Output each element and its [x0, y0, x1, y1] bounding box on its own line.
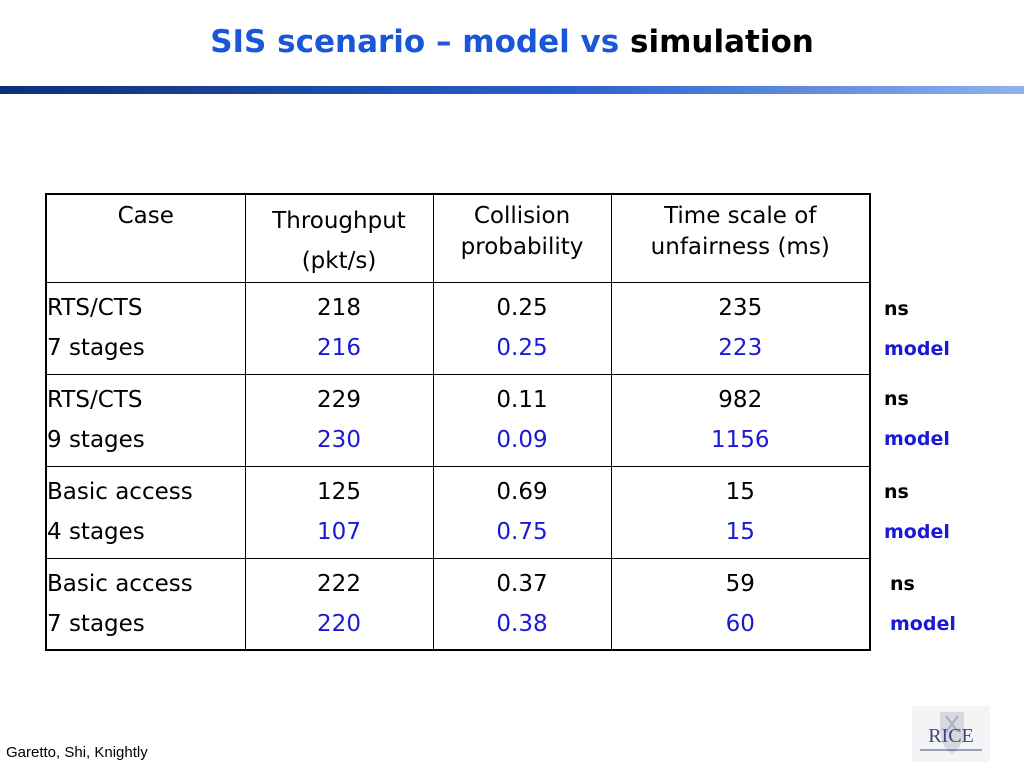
header-timescale-line2: unfairness (ms) [650, 234, 830, 260]
throughput-cell: 218 216 [244, 281, 434, 375]
case-stages: 4 stages [47, 518, 145, 545]
rice-university-shield-icon: RICE [912, 706, 990, 762]
case-stages: 7 stages [47, 334, 145, 361]
case-stages: 7 stages [47, 610, 145, 637]
throughput-ns-value: 125 [317, 478, 361, 505]
timescale-model-value: 1156 [710, 426, 770, 453]
header-collision-line1: Collision [473, 203, 571, 229]
header-case-label: Case [117, 203, 174, 229]
throughput-model-value: 107 [317, 518, 361, 545]
timescale-ns-value: 235 [718, 294, 763, 321]
collision-ns-value: 0.69 [496, 478, 548, 505]
collision-model-value: 0.09 [496, 426, 548, 453]
table-header-row: Case Throughput (pkt/s) Collision probabil… [45, 193, 871, 283]
header-timescale-line1: Time scale of [664, 203, 817, 229]
legend-ns-label: ns [884, 298, 909, 320]
header-case: Case [45, 193, 246, 283]
header-timescale: Time scale of unfairness (ms) [610, 193, 871, 283]
results-table: Case Throughput (pkt/s) Collision probabil… [45, 193, 871, 651]
timescale-cell: 235 223 [610, 281, 871, 375]
legend-model-label: model [884, 521, 950, 543]
row-legend: ns model [884, 379, 950, 459]
slide-title: SIS scenario – model vs simulation [0, 24, 1024, 60]
case-cell: RTS/CTS 9 stages [45, 373, 246, 467]
case-protocol: Basic access [47, 478, 193, 505]
case-cell: Basic access 4 stages [45, 465, 246, 559]
throughput-ns-value: 229 [317, 386, 361, 413]
title-divider [0, 86, 1024, 94]
header-collision-line2: probability [460, 234, 584, 260]
timescale-model-value: 223 [718, 334, 763, 361]
header-throughput-line1: Throughput [272, 208, 406, 234]
timescale-ns-value: 59 [725, 570, 755, 597]
title-blue-part: SIS scenario – model vs [210, 24, 620, 60]
timescale-cell: 15 15 [610, 465, 871, 559]
collision-model-value: 0.25 [496, 334, 548, 361]
legend-ns-label: ns [884, 388, 909, 410]
timescale-ns-value: 15 [725, 478, 755, 505]
throughput-model-value: 230 [317, 426, 361, 453]
case-protocol: RTS/CTS [47, 294, 143, 321]
timescale-cell: 982 1156 [610, 373, 871, 467]
case-cell: RTS/CTS 7 stages [45, 281, 246, 375]
collision-cell: 0.37 0.38 [432, 557, 612, 651]
table-row: Basic access 7 stages 222 220 0.37 0.38 59 6… [45, 557, 871, 651]
throughput-cell: 125 107 [244, 465, 434, 559]
row-legend: ns model [884, 289, 950, 369]
header-throughput: Throughput (pkt/s) [244, 193, 434, 283]
collision-ns-value: 0.11 [496, 386, 548, 413]
timescale-cell: 59 60 [610, 557, 871, 651]
timescale-model-value: 15 [725, 518, 755, 545]
legend-ns-label: ns [890, 573, 915, 595]
table-row: RTS/CTS 7 stages 218 216 0.25 0.25 235 223 [45, 281, 871, 375]
throughput-ns-value: 218 [317, 294, 361, 321]
collision-model-value: 0.75 [496, 518, 548, 545]
throughput-cell: 222 220 [244, 557, 434, 651]
case-stages: 9 stages [47, 426, 145, 453]
timescale-ns-value: 982 [718, 386, 763, 413]
case-protocol: RTS/CTS [47, 386, 143, 413]
case-cell: Basic access 7 stages [45, 557, 246, 651]
legend-model-label: model [890, 613, 956, 635]
legend-model-label: model [884, 338, 950, 360]
legend-ns-label: ns [884, 481, 909, 503]
row-legend: ns model [890, 564, 956, 644]
collision-cell: 0.11 0.09 [432, 373, 612, 467]
collision-cell: 0.69 0.75 [432, 465, 612, 559]
footer-authors: Garetto, Shi, Knightly [6, 744, 148, 761]
header-throughput-line2: (pkt/s) [301, 248, 377, 274]
throughput-model-value: 220 [317, 610, 361, 637]
collision-ns-value: 0.37 [496, 570, 548, 597]
collision-ns-value: 0.25 [496, 294, 548, 321]
row-legend: ns model [884, 472, 950, 552]
table-row: RTS/CTS 9 stages 229 230 0.11 0.09 982 1156 [45, 373, 871, 467]
case-protocol: Basic access [47, 570, 193, 597]
title-black-part: simulation [630, 24, 814, 60]
timescale-model-value: 60 [725, 610, 755, 637]
collision-model-value: 0.38 [496, 610, 548, 637]
table-row: Basic access 4 stages 125 107 0.69 0.75 15 1… [45, 465, 871, 559]
throughput-ns-value: 222 [317, 570, 361, 597]
legend-model-label: model [884, 428, 950, 450]
collision-cell: 0.25 0.25 [432, 281, 612, 375]
header-collision: Collision probability [432, 193, 612, 283]
throughput-cell: 229 230 [244, 373, 434, 467]
logo-text: RICE [928, 725, 974, 747]
throughput-model-value: 216 [317, 334, 361, 361]
